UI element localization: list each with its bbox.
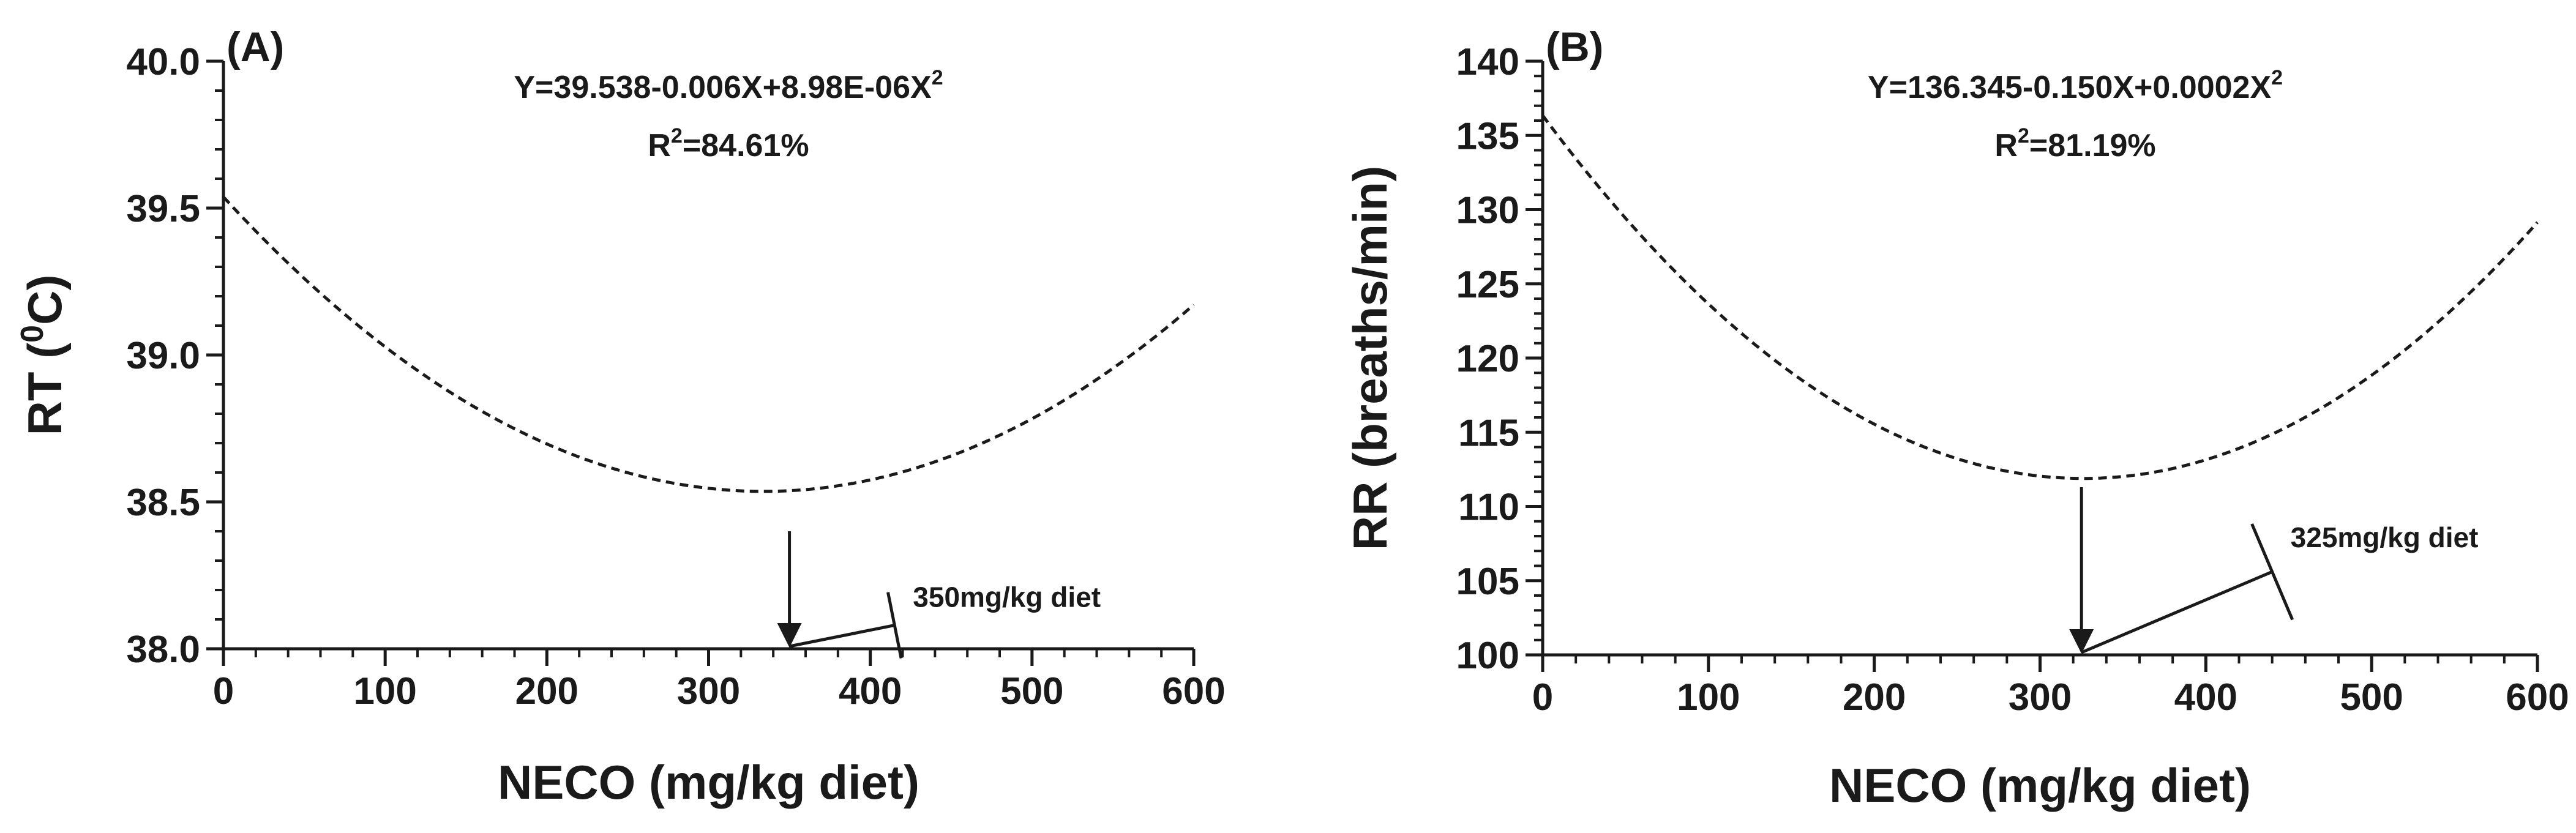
y-tick-label: 120: [1456, 338, 1519, 380]
optimum-arrow-head: [2069, 629, 2094, 654]
r2-superscript: 2: [2018, 124, 2029, 148]
y-axis-title: RT (0C): [15, 275, 72, 436]
regression-equation: Y=136.345-0.150X+0.0002X2: [1868, 66, 2283, 105]
y-title-superscript: 0: [15, 325, 50, 343]
chart-panel-b: 100 105 110 115 120 125 130 135 140 0 100 200 300 400…: [1343, 24, 2569, 812]
x-tick-label: 500: [2340, 676, 2403, 719]
r2-value: =84.61%: [683, 128, 809, 163]
x-tick-label: 600: [2506, 676, 2569, 719]
callout-leader-line: [2081, 570, 2273, 654]
r2-prefix: R: [648, 128, 671, 163]
x-tick-label: 0: [213, 670, 234, 712]
x-tick-label: 600: [1162, 670, 1225, 712]
y-title-main: RT (: [18, 343, 72, 436]
y-tick-label: 105: [1456, 561, 1519, 603]
optimum-callout-label: 325mg/kg diet: [2291, 521, 2479, 553]
y-tick-label: 38.0: [126, 629, 200, 671]
y-tick-label: 135: [1456, 115, 1519, 157]
r-squared: R2=84.61%: [648, 124, 809, 163]
panel-label: (A): [227, 24, 284, 70]
y-tick-label: 130: [1456, 190, 1519, 232]
callout-leader-line: [789, 624, 895, 648]
fit-curve-rr: [1541, 114, 2539, 480]
x-tick-label: 400: [2174, 676, 2237, 719]
optimum-arrow-head: [777, 623, 802, 648]
y-tick-label: 38.5: [126, 482, 200, 524]
x-axis-title: NECO (mg/kg diet): [1829, 758, 2251, 812]
x-tick-label: 200: [1843, 676, 1906, 719]
y-tick-label: 110: [1458, 487, 1519, 529]
equation-superscript: 2: [932, 66, 943, 89]
y-tick-label: 100: [1456, 635, 1519, 677]
chart-panel-a: 38.038.539.039.540.00 100 200 300 400 500 600 …: [15, 24, 1226, 809]
equation-text: Y=39.538-0.006X+8.98E-06X: [514, 70, 932, 105]
x-tick-label: 500: [1000, 670, 1063, 712]
callout-tick-bar: [2250, 523, 2294, 621]
y-tick-label: 40.0: [126, 41, 200, 83]
panel-label: (B): [1546, 24, 1603, 70]
r2-prefix: R: [1994, 128, 2018, 163]
x-axis-title: NECO (mg/kg diet): [498, 755, 919, 809]
y-tick-label: 39.5: [126, 188, 200, 230]
fit-curve-rt: [222, 196, 1195, 493]
y-title-end: C): [18, 275, 72, 325]
x-tick-label: 300: [677, 670, 740, 712]
r2-superscript: 2: [671, 124, 683, 148]
equation-text: Y=136.345-0.150X+0.0002X: [1868, 70, 2272, 105]
r-squared: R2=81.19%: [1994, 124, 2155, 163]
x-tick-label: 0: [1532, 676, 1553, 719]
x-tick-label: 400: [839, 670, 902, 712]
r2-value: =81.19%: [2029, 128, 2156, 163]
y-axis-title: RR (breaths/min): [1343, 166, 1397, 550]
x-tick-label: 200: [515, 670, 578, 712]
y-tick-label: 115: [1458, 412, 1519, 454]
equation-superscript: 2: [2271, 66, 2283, 89]
x-tick-label: 100: [1677, 676, 1740, 719]
y-tick-label: 140: [1456, 41, 1519, 83]
x-tick-label: 100: [353, 670, 416, 712]
x-tick-label: 300: [2009, 676, 2072, 719]
optimum-callout-label: 350mg/kg diet: [913, 581, 1101, 613]
y-title-main: RR (breaths/min): [1343, 166, 1397, 550]
regression-equation: Y=39.538-0.006X+8.98E-06X2: [514, 66, 943, 105]
y-tick-label: 125: [1456, 264, 1519, 306]
y-tick-label: 39.0: [126, 335, 200, 377]
